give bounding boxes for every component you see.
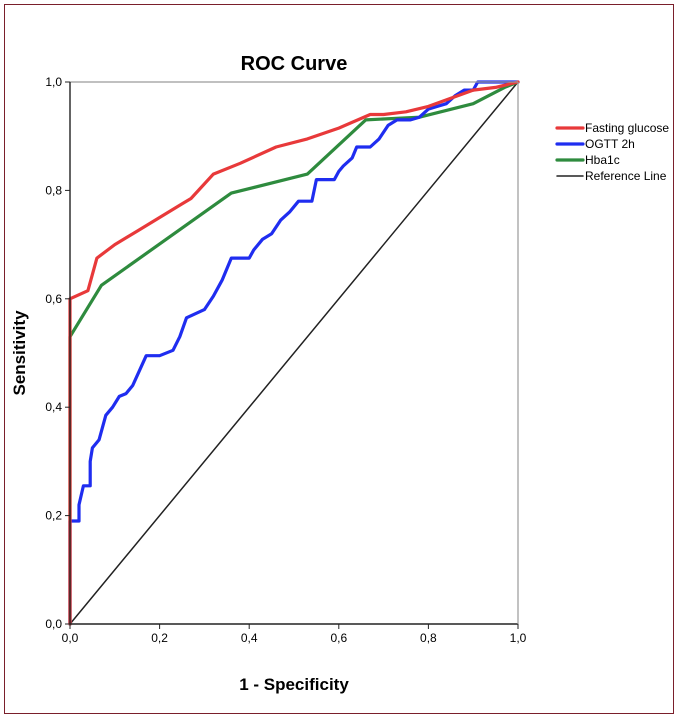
y-tick-label: 0,6 [45, 292, 62, 306]
chart-title: ROC Curve [241, 53, 348, 75]
y-ticks: 0,0 0,2 0,4 0,6 0,8 1,0 [45, 75, 70, 631]
x-tick-label: 0,8 [420, 631, 437, 645]
y-tick-label: 0,2 [45, 509, 62, 523]
series-layer [68, 80, 520, 626]
x-tick-label: 0,0 [62, 631, 79, 645]
y-tick-label: 1,0 [45, 75, 62, 89]
y-tick-label: 0,4 [45, 400, 62, 414]
legend-label: Fasting glucose [585, 121, 669, 135]
y-axis-title: Sensitivity [10, 310, 29, 396]
x-tick-label: 0,4 [241, 631, 258, 645]
x-axis-title: 1 - Specificity [239, 675, 349, 694]
x-tick-label: 0,6 [330, 631, 347, 645]
x-ticks: 0,0 0,2 0,4 0,6 0,8 1,0 [62, 624, 527, 645]
series-line-ogtt-2h [68, 80, 520, 626]
legend-label: Hba1c [585, 153, 620, 167]
series-line-hba1c [68, 80, 520, 626]
x-tick-label: 1,0 [510, 631, 527, 645]
series-line-fasting-glucose [68, 80, 520, 626]
x-tick-label: 0,2 [151, 631, 168, 645]
legend-label: Reference Line [585, 169, 667, 183]
series-line-reference-line [69, 81, 519, 625]
legend-label: OGTT 2h [585, 137, 635, 151]
y-tick-label: 0,0 [45, 617, 62, 631]
y-tick-label: 0,8 [45, 183, 62, 197]
legend: Fasting glucose OGTT 2h Hba1c Reference Lin… [555, 121, 669, 183]
